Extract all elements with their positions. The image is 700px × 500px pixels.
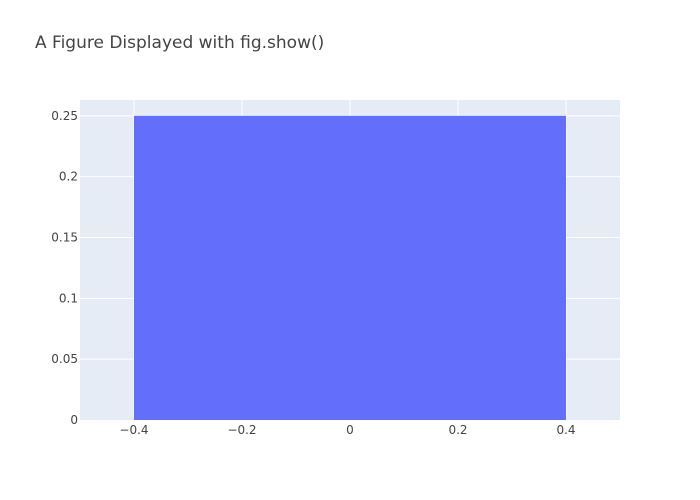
y-tick-label: 0.05 <box>51 352 78 366</box>
y-axis-ticks: 0 0.05 0.1 0.15 0.2 0.25 <box>51 109 78 427</box>
y-tick-label: 0.15 <box>51 230 78 244</box>
x-tick-label: 0 <box>346 423 354 437</box>
bar <box>134 115 566 420</box>
y-tick-label: 0.25 <box>51 109 78 123</box>
x-axis-ticks: −0.4 −0.2 0 0.2 0.4 <box>119 423 575 437</box>
x-tick-label: −0.2 <box>227 423 256 437</box>
x-tick-label: 0.4 <box>556 423 575 437</box>
y-tick-label: 0.1 <box>59 291 78 305</box>
bars <box>134 115 566 420</box>
y-tick-label: 0 <box>70 413 78 427</box>
y-tick-label: 0.2 <box>59 170 78 184</box>
x-tick-label: −0.4 <box>119 423 148 437</box>
x-tick-label: 0.2 <box>448 423 467 437</box>
chart-title: A Figure Displayed with fig.show() <box>35 33 325 53</box>
